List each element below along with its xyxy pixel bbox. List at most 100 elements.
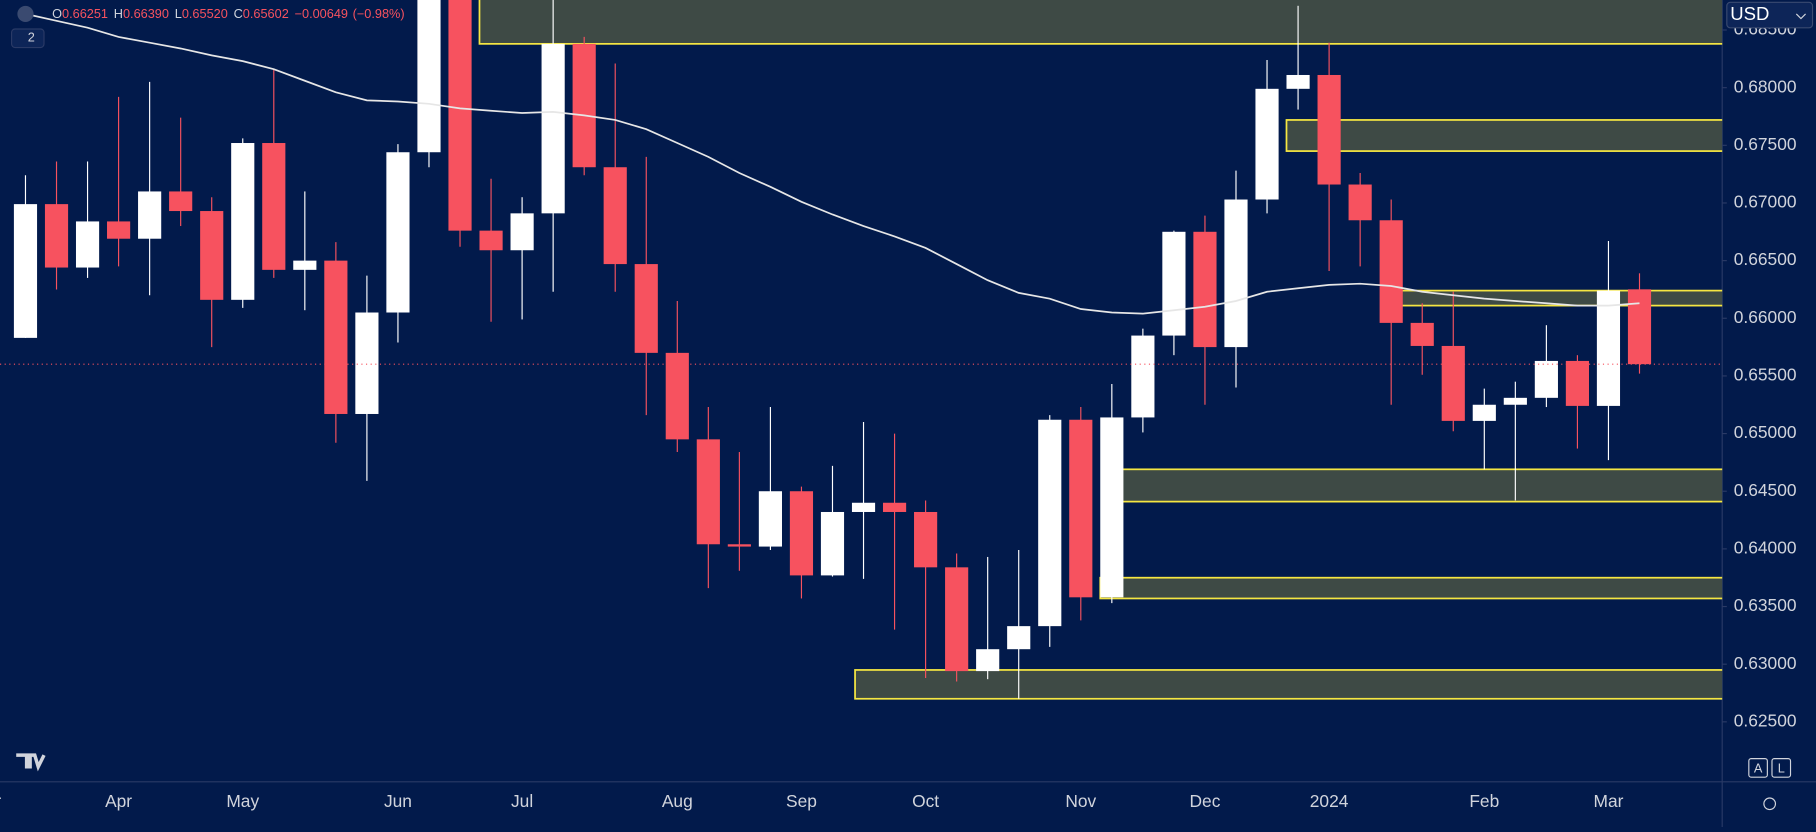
x-tick-label: Apr <box>105 791 132 811</box>
candle-body <box>1379 220 1403 323</box>
x-tick-label: Sep <box>786 791 817 811</box>
candle-body <box>1503 397 1527 405</box>
y-tick-label: 0.67000 <box>1734 192 1797 212</box>
ohlc-label: L <box>175 6 182 21</box>
zone <box>478 0 1723 45</box>
x-tick-label: Oct <box>912 791 939 811</box>
x-tick-label: Dec <box>1190 791 1221 811</box>
y-tick-label: 0.66500 <box>1734 249 1797 269</box>
settings-icon[interactable] <box>1763 797 1777 811</box>
candle-body <box>976 649 1000 672</box>
x-tick-label: 2024 <box>1310 791 1349 811</box>
y-tick-label: 0.66000 <box>1734 307 1797 327</box>
auto-label[interactable]: A <box>1754 760 1763 775</box>
candle-body <box>1131 335 1155 418</box>
change: −0.00649 <box>295 6 348 21</box>
x-tick-label: Feb <box>1469 791 1499 811</box>
x-tick-label-partial: r <box>0 791 1 811</box>
ohlc-label: C <box>234 6 243 21</box>
zone <box>1099 576 1723 600</box>
candle-body <box>541 43 565 214</box>
candle-body <box>138 191 162 239</box>
candle-body <box>1596 290 1621 406</box>
candle-body <box>231 143 255 300</box>
x-tick-label: May <box>226 791 259 811</box>
candle-body <box>727 544 751 547</box>
candle-body <box>914 511 938 568</box>
candle-body <box>882 502 907 512</box>
candle-body <box>479 230 503 251</box>
dropdown-arrow <box>1795 13 1806 20</box>
candle-body <box>262 143 286 270</box>
x-tick-label: Nov <box>1065 791 1096 811</box>
log-button[interactable] <box>1771 758 1792 778</box>
candle-body <box>448 0 472 231</box>
candle-body <box>1038 419 1062 627</box>
ohlc-value: 0.65602 <box>243 6 289 21</box>
ohlc-label: H <box>114 6 123 21</box>
indicator-count[interactable]: 2 <box>28 30 35 45</box>
candle-body <box>1317 74 1341 185</box>
candle-body <box>1255 88 1279 200</box>
x-tick-label: Mar <box>1594 791 1624 811</box>
y-tick-label: 0.62500 <box>1734 710 1797 730</box>
candle-body <box>665 352 689 440</box>
candle-body <box>75 221 100 268</box>
candle-body <box>200 211 224 300</box>
zone <box>854 669 1723 700</box>
candle-body <box>1007 626 1031 650</box>
y-tick-label: 0.64500 <box>1734 480 1797 500</box>
candle-body <box>13 204 38 338</box>
candle-body <box>107 221 131 239</box>
zone <box>1285 119 1723 152</box>
candle-body <box>634 264 658 353</box>
candle-body <box>1224 199 1248 348</box>
candle-body <box>386 152 410 313</box>
candle-body <box>820 511 845 576</box>
price-axis: 0.62500 0.63000 0.63500 0.64000 0.64500 0.650… <box>1722 19 1797 730</box>
currency-select[interactable] <box>1726 1 1814 29</box>
tv-logo <box>16 753 46 772</box>
candle-body <box>603 167 627 265</box>
y-tick-label: 0.65500 <box>1734 365 1797 385</box>
candle-body <box>1348 184 1372 221</box>
y-tick-label: 0.65000 <box>1734 422 1797 442</box>
y-tick-label: 0.63500 <box>1734 595 1797 615</box>
candle-body <box>293 260 317 270</box>
candle-body <box>1441 345 1465 421</box>
candle-body <box>510 213 534 251</box>
candle-body <box>324 260 348 414</box>
y-tick-label: 0.63000 <box>1734 653 1797 673</box>
symbol-icon <box>17 5 34 23</box>
candle-body <box>169 191 193 212</box>
candle-body <box>417 0 441 153</box>
zone <box>1397 289 1723 307</box>
log-label[interactable]: L <box>1778 760 1785 775</box>
ohlc-value: 0.66251 <box>62 6 108 21</box>
candle-body <box>1193 231 1217 348</box>
candle-body <box>945 567 969 672</box>
ohlc-header: O0.66251 H0.66390 L0.65520 C0.65602 −0.00649… <box>52 6 404 21</box>
candle-body <box>1565 360 1589 406</box>
ohlc-value: 0.65520 <box>182 6 228 21</box>
x-tick-label: Jun <box>384 791 412 811</box>
candle-body <box>1410 322 1434 346</box>
candle-body <box>851 502 876 512</box>
plot-area <box>0 0 1723 700</box>
x-tick-label: Aug <box>662 791 693 811</box>
candle-body <box>789 491 814 576</box>
candle-body <box>1069 419 1093 598</box>
candle-body <box>572 43 596 168</box>
indicator-toggle[interactable] <box>11 28 45 49</box>
y-tick-label: 0.64000 <box>1734 537 1797 557</box>
change-pct: (−0.98%) <box>353 6 405 21</box>
currency[interactable]: USD <box>1730 3 1769 24</box>
candle-body <box>758 491 782 547</box>
candle-body <box>1286 74 1310 89</box>
candle-body <box>1627 289 1652 365</box>
auto-button[interactable] <box>1748 758 1768 778</box>
y-tick-label: 0.68000 <box>1734 76 1797 96</box>
x-tick-label: Jul <box>511 791 533 811</box>
